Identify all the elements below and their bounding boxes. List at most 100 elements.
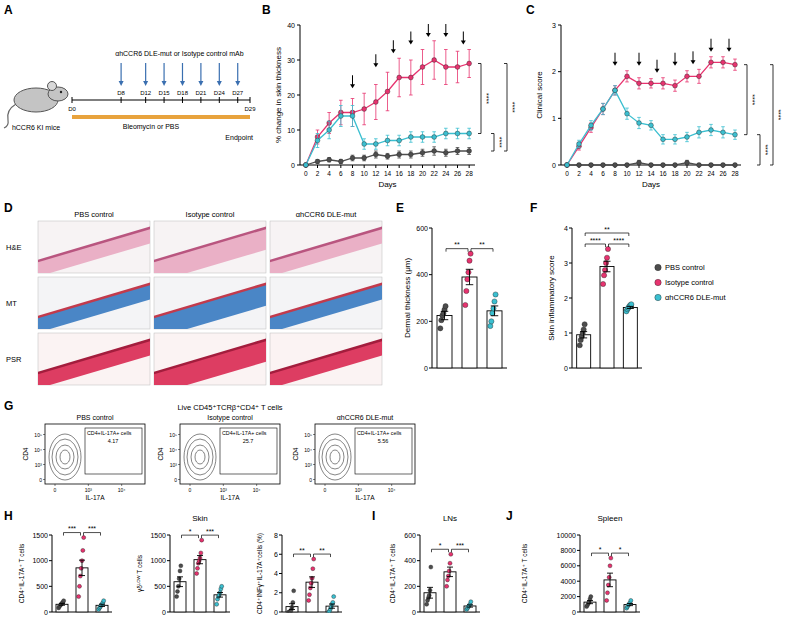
- point: [467, 131, 472, 136]
- data-point: [601, 273, 606, 278]
- y-tick: [577, 565, 580, 566]
- dose-arrow-head: [709, 48, 714, 52]
- point: [721, 60, 726, 65]
- significance-bracket: [770, 65, 773, 165]
- point: [443, 65, 448, 70]
- x-tick: [121, 484, 122, 486]
- point: [338, 159, 343, 164]
- contour: [322, 439, 348, 475]
- dose-arrow: [219, 63, 220, 83]
- data-point: [425, 602, 429, 606]
- error-bar: [589, 121, 593, 130]
- y-tick: [297, 95, 300, 96]
- point: [432, 58, 437, 63]
- point: [565, 163, 570, 168]
- y-tick-label: 600: [416, 225, 428, 232]
- endpoint-label: Endpoint: [225, 134, 253, 142]
- x-tick-label: 4: [327, 170, 331, 177]
- y-tick-label: 0: [572, 609, 576, 616]
- x-tick: [256, 484, 257, 486]
- day-tick: [72, 97, 73, 103]
- y-tick-label: 0: [552, 162, 556, 169]
- dose-arrow: [657, 60, 658, 70]
- y-tick: [429, 321, 432, 322]
- point: [455, 65, 460, 70]
- dose-arrow: [428, 24, 429, 34]
- epidermis: [38, 339, 150, 373]
- error-bar: [697, 127, 701, 138]
- bar: [623, 307, 637, 368]
- point: [733, 132, 738, 137]
- point: [637, 160, 642, 165]
- day-tick: [145, 97, 146, 103]
- bar: [600, 267, 614, 369]
- dose-arrow: [393, 40, 394, 50]
- x-tick-label: 0: [54, 487, 57, 493]
- significance-label: ****: [762, 144, 769, 155]
- day-tick: [250, 97, 251, 103]
- point: [637, 121, 642, 126]
- significance-label: **: [454, 241, 460, 248]
- y-tick-label: 0: [564, 365, 568, 372]
- point: [721, 163, 726, 168]
- point: [661, 81, 666, 86]
- significance-bracket: [478, 64, 481, 134]
- dose-arrow: [711, 39, 712, 49]
- error-bar: [601, 103, 605, 114]
- data-point: [311, 567, 315, 571]
- epidermis: [38, 283, 150, 317]
- day-tick: [200, 97, 201, 103]
- significance-label: ****: [483, 93, 490, 104]
- error-bar: [59, 603, 65, 605]
- point: [385, 89, 390, 94]
- x-tick-label: 6: [601, 170, 605, 177]
- data-point: [466, 270, 471, 275]
- image-content: [38, 283, 150, 329]
- epidermis: [154, 283, 266, 317]
- point: [338, 114, 343, 119]
- y-tick-label: 30: [287, 57, 295, 64]
- series-line: [306, 116, 469, 165]
- data-point: [607, 575, 611, 579]
- y-tick-label: 200: [416, 318, 428, 325]
- gate-percent: 25.7: [243, 438, 254, 444]
- bar-chart: 050010001500γδᴸᴼᵂ T cellsSkin****: [136, 514, 230, 616]
- significance-bracket: [585, 244, 605, 247]
- day-tick: [237, 97, 238, 103]
- x-axis-title: Days: [642, 180, 660, 189]
- legend-marker: [655, 294, 661, 300]
- y-tick: [167, 535, 170, 536]
- y-tick: [429, 368, 432, 369]
- point: [373, 152, 378, 157]
- panel-letter: E: [396, 201, 404, 215]
- error-bar: [625, 108, 629, 119]
- y-tick-label: 2: [552, 68, 556, 75]
- dose-arrow: [615, 53, 616, 63]
- point: [601, 107, 606, 112]
- y-tick-label: 10⁵: [304, 432, 312, 438]
- significance-bracket: [294, 554, 311, 557]
- data-point: [195, 566, 199, 570]
- bar-chart: 0200040006000800010000CD4⁺IL-17A⁺ T cell…: [521, 514, 640, 616]
- dose-arrow: [352, 75, 353, 85]
- plot-area: [174, 538, 226, 612]
- significance-bracket: [744, 65, 747, 135]
- y-axis-title: CD4: [292, 447, 299, 460]
- dose-arrow-head: [217, 81, 222, 86]
- image-content: [38, 227, 150, 273]
- x-tick-label: 10: [361, 170, 369, 177]
- y-tick-label: 4: [274, 570, 278, 577]
- bar-chart: 0200400600CD4⁺IL-17A⁺ T cellsLNs****: [389, 514, 480, 616]
- y-tick: [279, 612, 282, 613]
- error-bar: [421, 132, 425, 143]
- y-tick: [178, 479, 180, 480]
- error-bar: [432, 41, 436, 80]
- line-chart: 01230246810121416182022242628DaysClinica…: [535, 22, 782, 190]
- plot-title: PBS control: [77, 414, 114, 421]
- y-tick: [43, 449, 45, 450]
- mouse-eye: [60, 91, 62, 93]
- y-tick: [49, 586, 52, 587]
- y-tick-label: 6: [274, 551, 278, 558]
- y-tick: [558, 25, 561, 26]
- data-point: [448, 561, 452, 565]
